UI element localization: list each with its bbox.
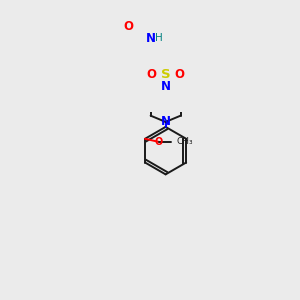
- Text: N: N: [146, 32, 156, 45]
- Text: H: H: [155, 33, 163, 43]
- Text: O: O: [147, 68, 157, 81]
- Text: O: O: [174, 68, 184, 81]
- Text: N: N: [160, 116, 171, 128]
- Text: CH₃: CH₃: [176, 137, 193, 146]
- Text: O: O: [155, 137, 163, 147]
- Text: O: O: [124, 20, 134, 34]
- Text: S: S: [161, 68, 170, 81]
- Text: N: N: [160, 80, 171, 93]
